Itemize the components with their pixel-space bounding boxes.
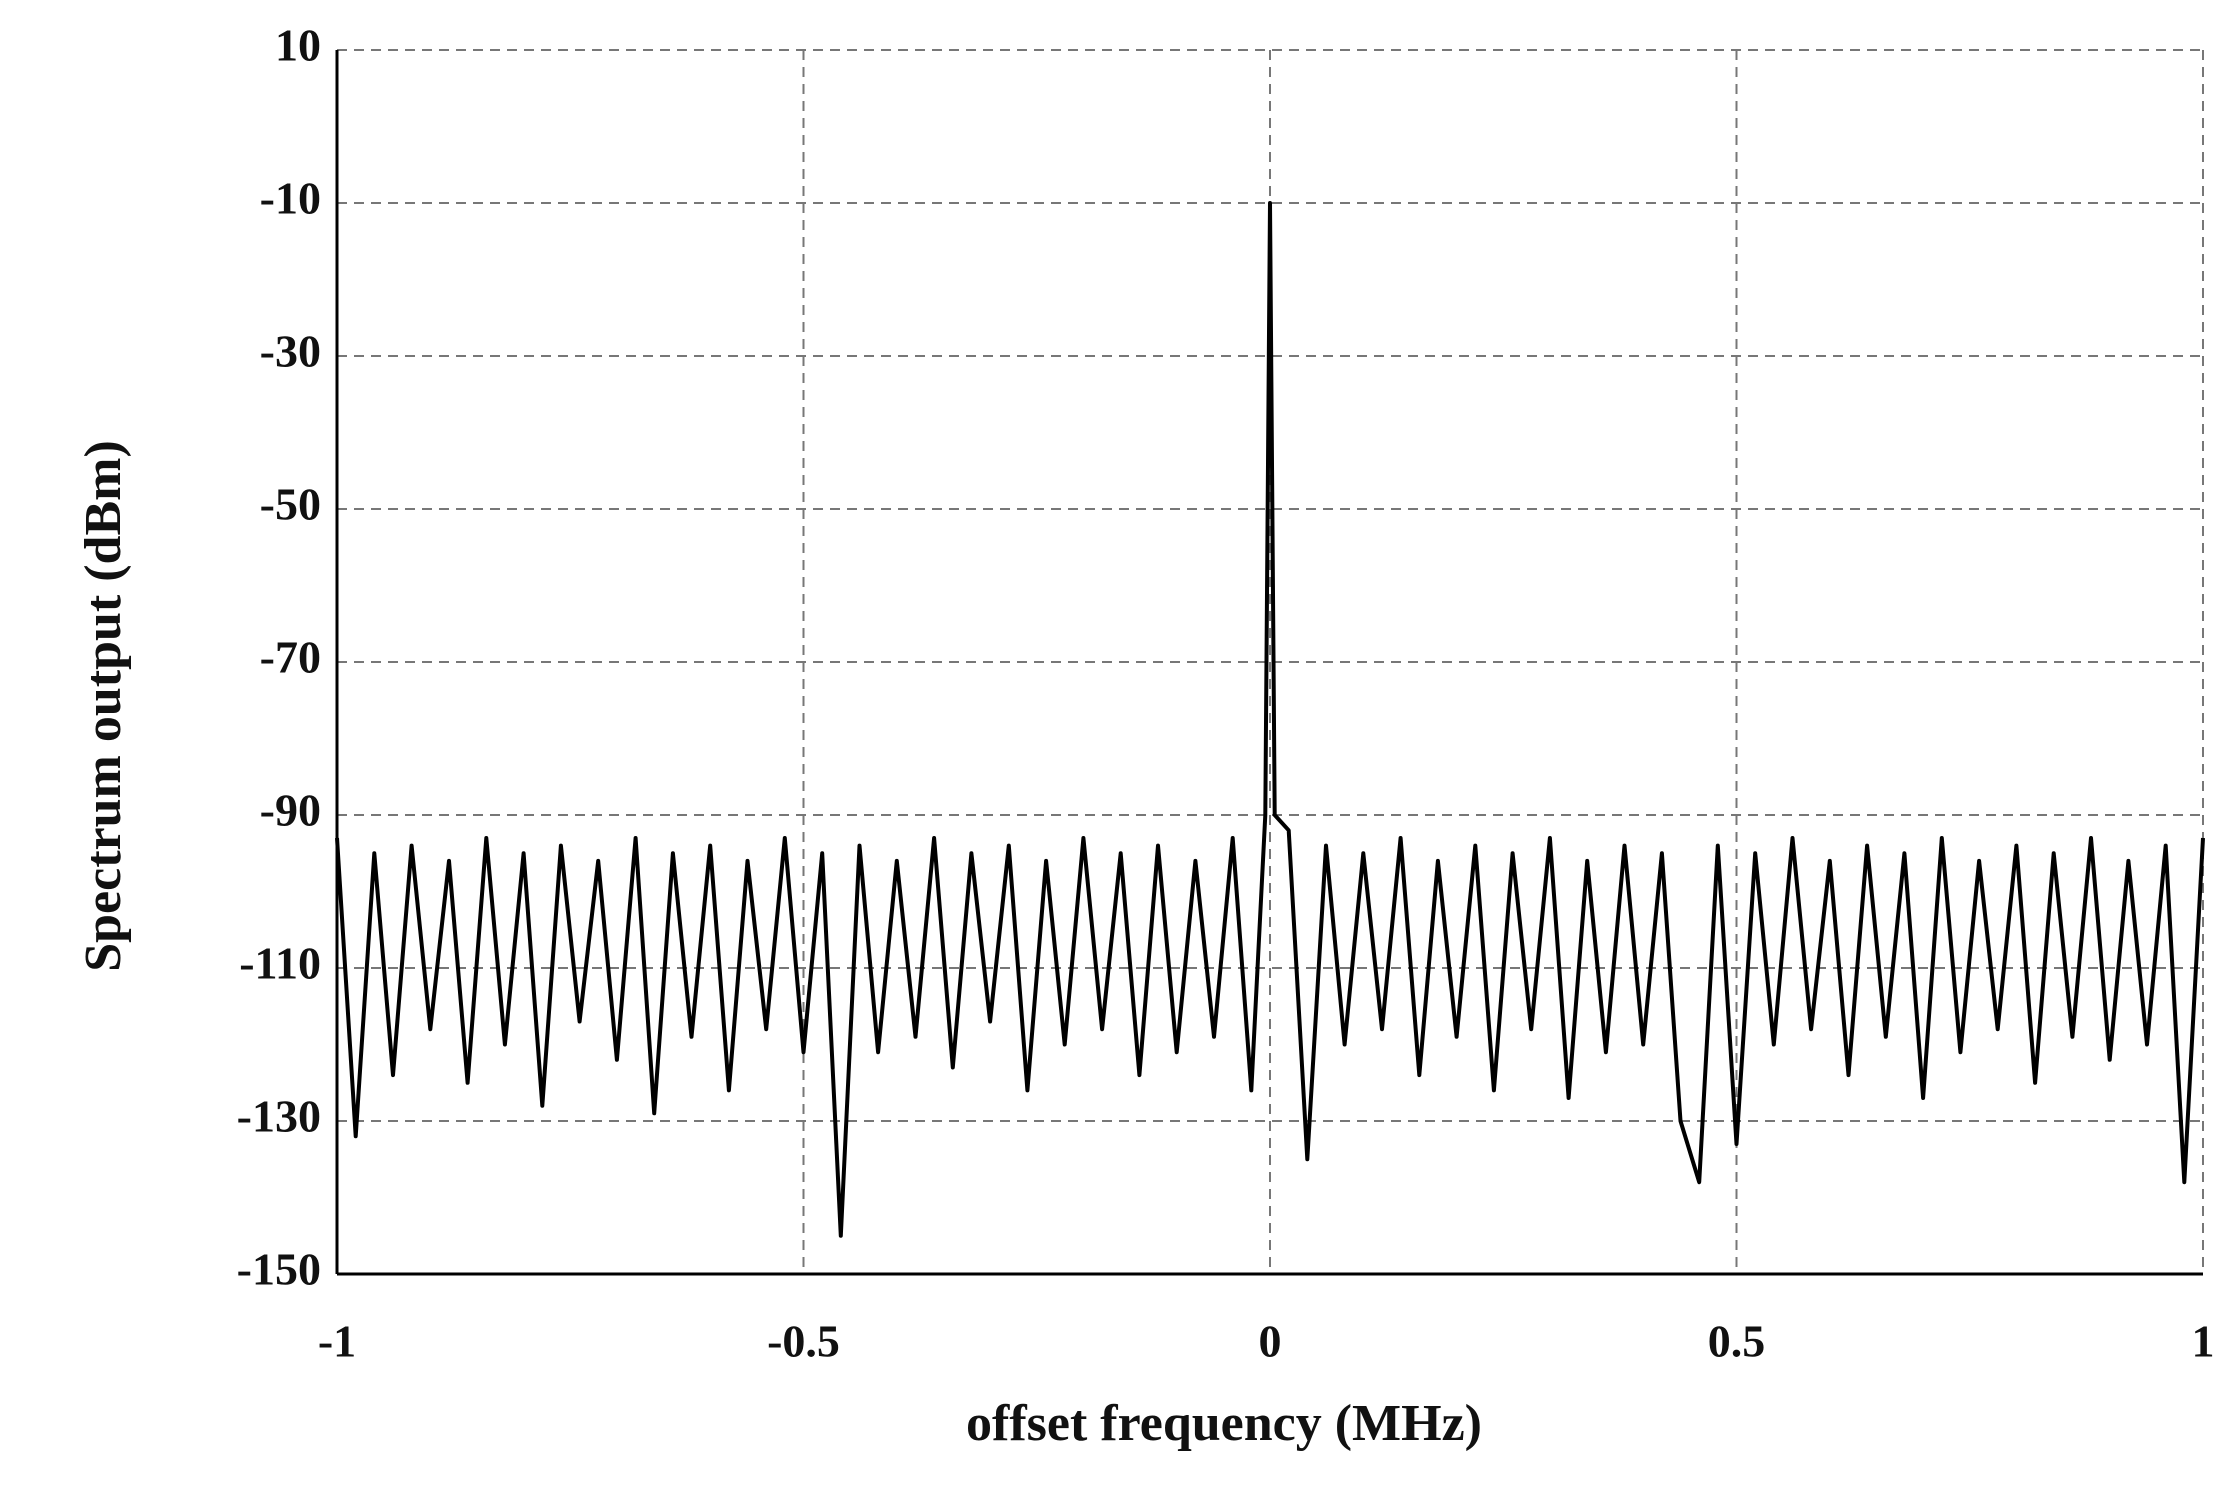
y-axis-title: Spectrum output (dBm) (75, 440, 132, 972)
x-tick-label: -0.5 (767, 1316, 840, 1367)
y-tick-label: -70 (260, 632, 321, 683)
y-tick-label: -10 (260, 173, 321, 224)
x-tick-label: 0 (1259, 1316, 1282, 1367)
y-tick-label: -150 (237, 1244, 321, 1295)
x-tick-label: 1 (2192, 1316, 2215, 1367)
x-tick-label: -1 (318, 1316, 356, 1367)
x-tick-label: 0.5 (1708, 1316, 1766, 1367)
x-axis-title: offset frequency (MHz) (966, 1395, 1482, 1452)
spectrum-line (335, 201, 2205, 1238)
y-tick-label: -50 (260, 479, 321, 530)
y-tick-label: -30 (260, 326, 321, 377)
y-tick-label: -90 (260, 785, 321, 836)
y-tick-label: -110 (239, 938, 321, 989)
y-tick-label: -130 (237, 1091, 321, 1142)
y-tick-label: 10 (275, 20, 321, 71)
